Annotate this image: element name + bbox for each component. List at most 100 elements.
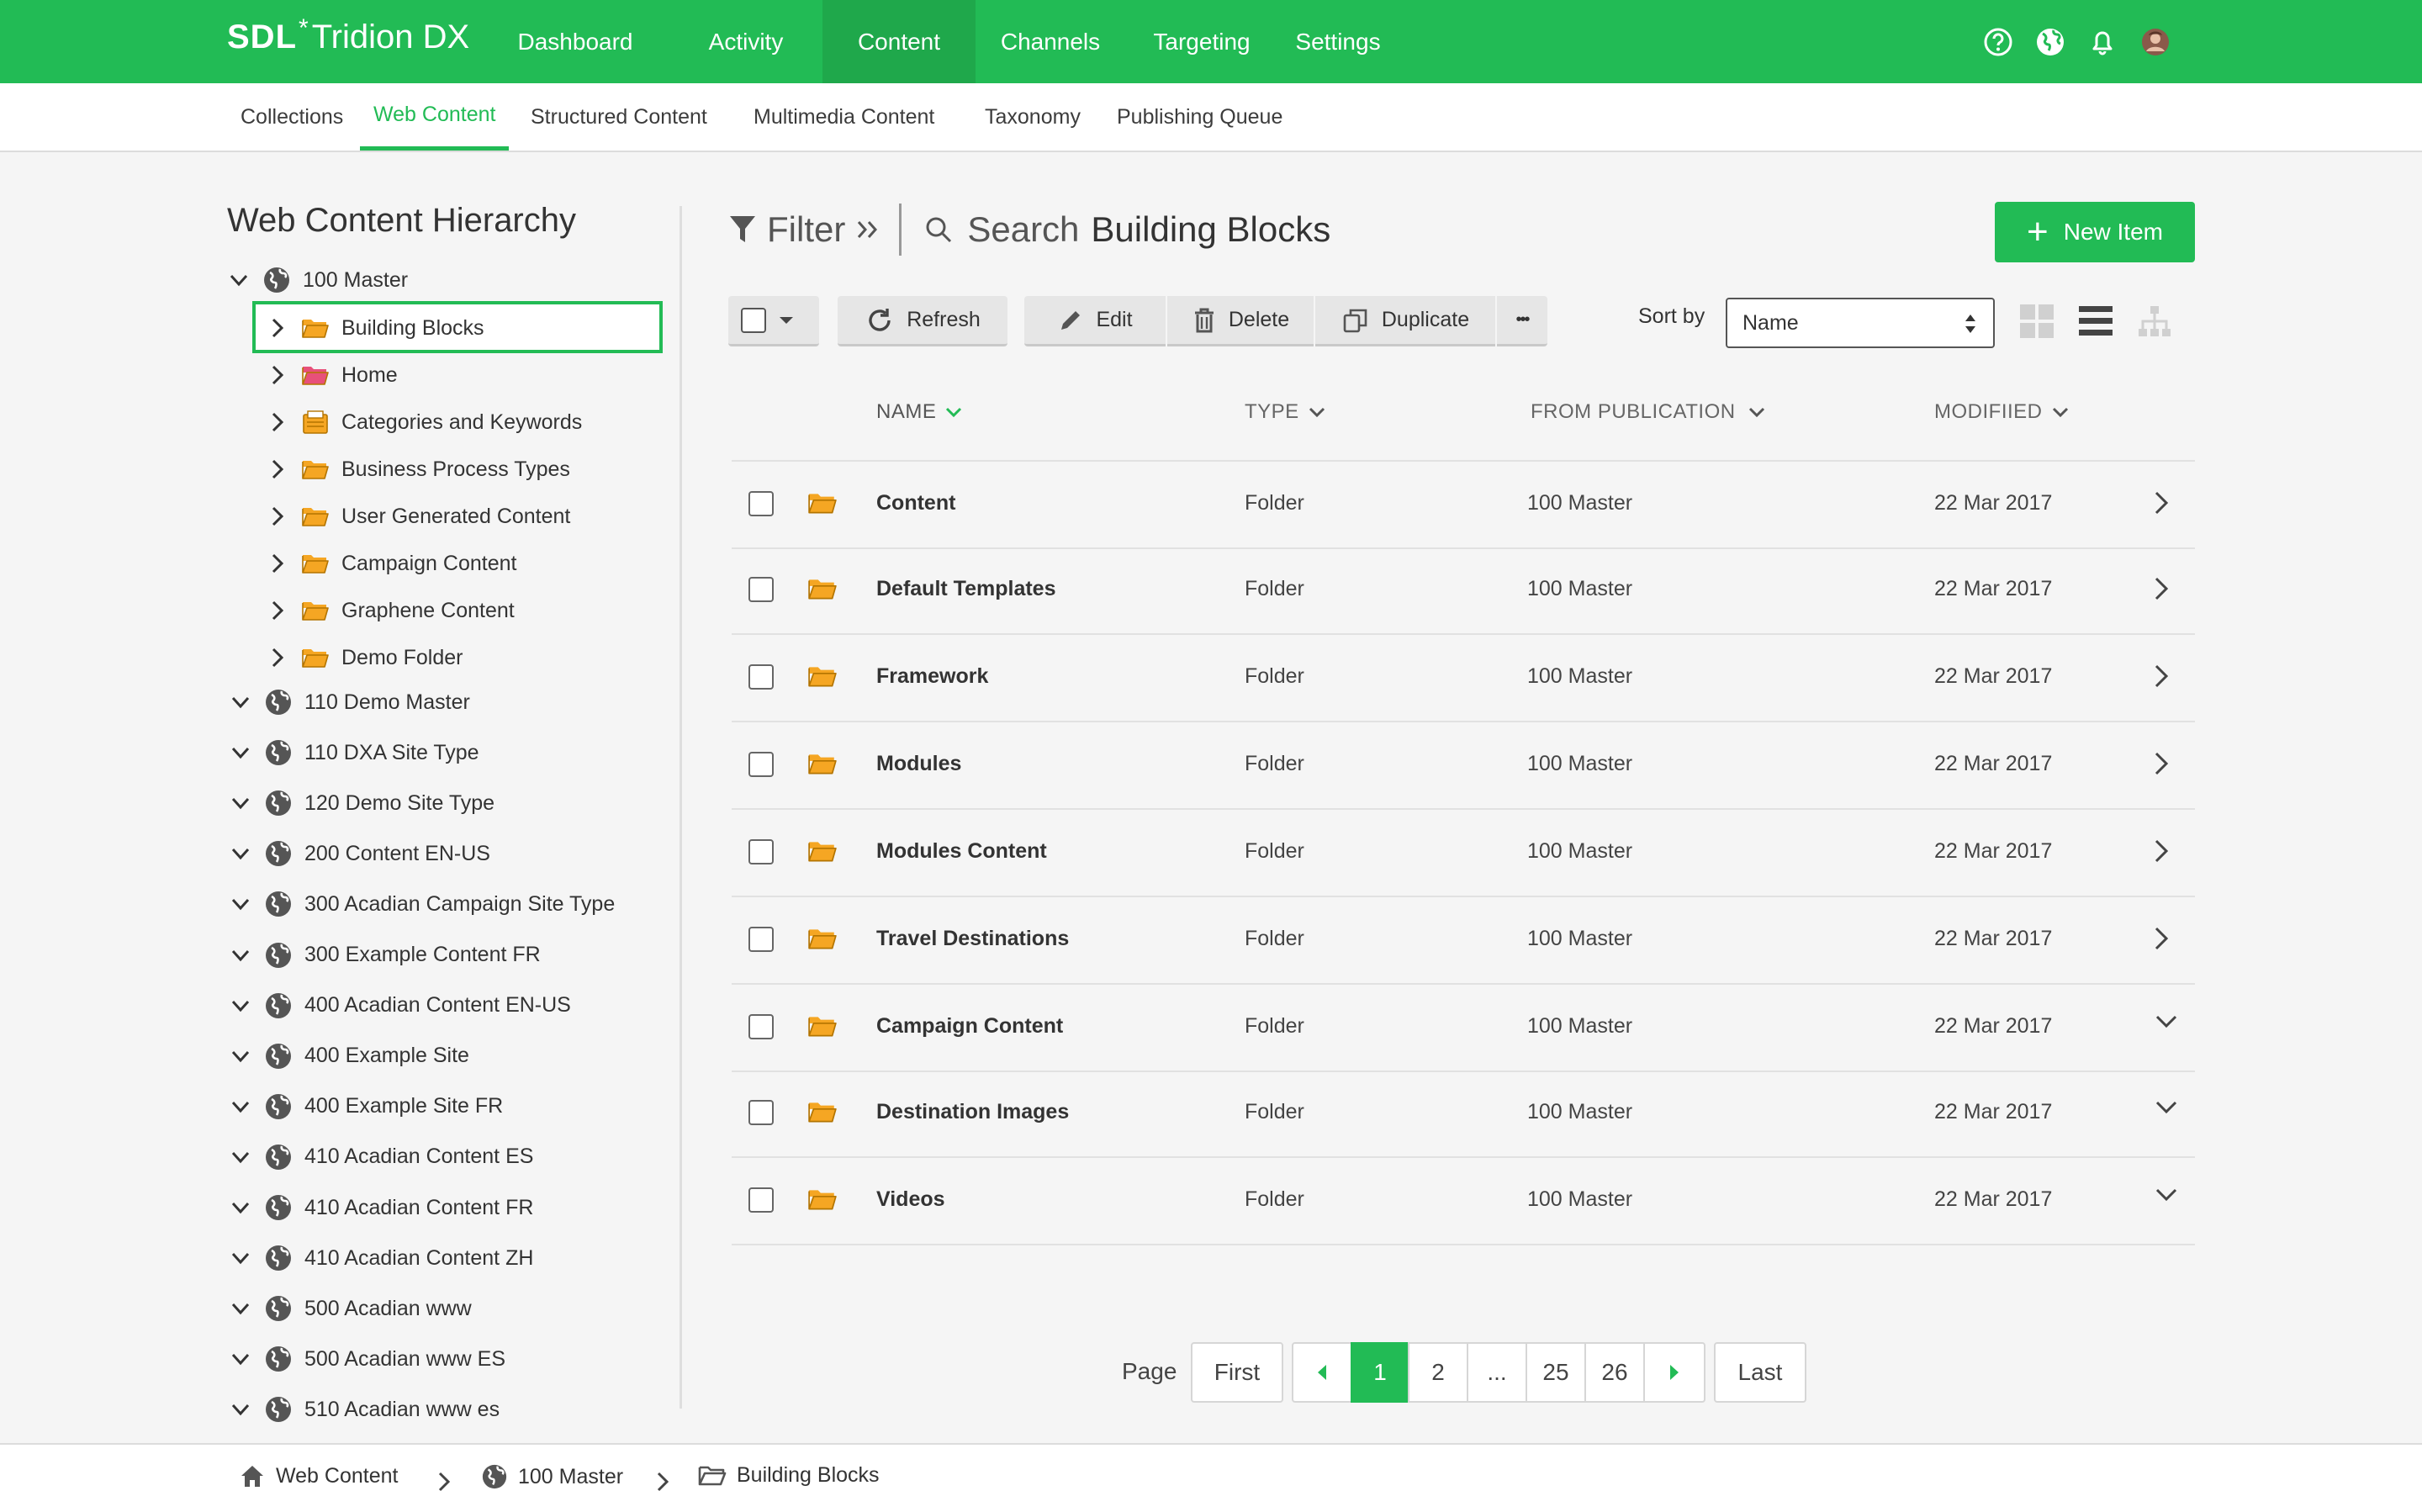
- pagination-next[interactable]: [1643, 1342, 1705, 1403]
- row-name[interactable]: Campaign Content: [876, 1014, 1064, 1038]
- tree-item-publication[interactable]: 500 Acadian www: [229, 1288, 472, 1329]
- subnav-collections[interactable]: Collections: [241, 104, 344, 129]
- tree-item-publication[interactable]: 410 Acadian Content ES: [229, 1137, 533, 1177]
- new-item-button[interactable]: + New Item: [1995, 202, 2195, 262]
- chevron-right-icon[interactable]: [266, 646, 289, 669]
- search-label[interactable]: Search: [967, 209, 1080, 249]
- chevron-down-icon[interactable]: [229, 690, 252, 714]
- column-header-name[interactable]: NAME: [876, 400, 963, 424]
- chevron-down-icon[interactable]: [229, 1196, 252, 1219]
- chevron-right-icon[interactable]: [266, 505, 289, 528]
- chevron-right-icon[interactable]: [266, 410, 289, 434]
- row-name[interactable]: Content: [876, 491, 956, 515]
- search-icon[interactable]: [923, 214, 954, 245]
- bell-icon[interactable]: [2086, 25, 2119, 59]
- chevron-right-icon[interactable]: [2148, 489, 2175, 516]
- select-all-dropdown[interactable]: [728, 296, 819, 346]
- chevron-down-icon[interactable]: [227, 268, 251, 292]
- tree-item-publication[interactable]: 500 Acadian www ES: [229, 1339, 505, 1379]
- chevron-right-icon[interactable]: [2148, 750, 2175, 777]
- table-row[interactable]: Campaign Content Folder 100 Master 22 Mar 2…: [732, 984, 2195, 1071]
- table-row[interactable]: Videos Folder 100 Master 22 Mar 2017: [732, 1157, 2195, 1245]
- chevron-right-icon[interactable]: [266, 599, 289, 622]
- chevron-right-icon[interactable]: [2148, 663, 2175, 690]
- globe-icon[interactable]: [2033, 25, 2067, 59]
- row-checkbox[interactable]: [748, 752, 774, 777]
- tree-item-business-process-types[interactable]: Business Process Types: [266, 449, 570, 489]
- pagination-first[interactable]: First: [1191, 1342, 1283, 1403]
- chevron-down-icon[interactable]: [229, 892, 252, 916]
- breadcrumb-100-master[interactable]: 100 Master: [481, 1463, 623, 1490]
- sort-select[interactable]: Name: [1726, 298, 1995, 348]
- subnav-multimedia-content[interactable]: Multimedia Content: [754, 104, 935, 129]
- chevron-right-icon[interactable]: [2148, 925, 2175, 952]
- tree-item-100-master[interactable]: 100 Master: [227, 260, 408, 300]
- double-chevron-right-icon[interactable]: [855, 217, 880, 242]
- column-header-type[interactable]: TYPE: [1245, 400, 1326, 424]
- refresh-button[interactable]: Refresh: [838, 296, 1007, 346]
- nav-content[interactable]: Content: [822, 0, 976, 83]
- row-checkbox[interactable]: [748, 1100, 774, 1125]
- row-name[interactable]: Modules: [876, 752, 962, 775]
- subnav-structured-content[interactable]: Structured Content: [531, 104, 707, 129]
- nav-settings[interactable]: Settings: [1295, 28, 1381, 55]
- select-all-checkbox[interactable]: [741, 307, 766, 333]
- row-name[interactable]: Modules Content: [876, 839, 1047, 863]
- tree-item-graphene-content[interactable]: Graphene Content: [266, 590, 515, 631]
- chevron-right-icon[interactable]: [266, 316, 289, 340]
- pagination-page-25[interactable]: 25: [1526, 1342, 1586, 1403]
- chevron-down-icon[interactable]: [2153, 1182, 2180, 1209]
- avatar[interactable]: [2139, 25, 2172, 59]
- column-header-modified[interactable]: MODIFIIED: [1934, 400, 2070, 424]
- brand-logo[interactable]: SDL * Tridion DX: [227, 14, 469, 66]
- tree-item-building-blocks[interactable]: Building Blocks: [266, 308, 484, 348]
- filter-icon[interactable]: [728, 214, 757, 246]
- table-row[interactable]: Framework Folder 100 Master 22 Mar 2017: [732, 634, 2195, 722]
- table-row[interactable]: Modules Folder 100 Master 22 Mar 2017: [732, 722, 2195, 809]
- chevron-down-icon[interactable]: [229, 994, 252, 1018]
- table-row[interactable]: Travel Destinations Folder 100 Master 22 Ma…: [732, 896, 2195, 984]
- row-name[interactable]: Default Templates: [876, 577, 1056, 600]
- subnav-taxonomy[interactable]: Taxonomy: [985, 104, 1081, 129]
- chevron-down-icon[interactable]: [229, 1297, 252, 1320]
- table-row[interactable]: Modules Content Folder 100 Master 22 Mar 20…: [732, 809, 2195, 896]
- row-checkbox[interactable]: [748, 664, 774, 690]
- subnav-web-content[interactable]: Web Content: [360, 83, 510, 151]
- row-checkbox[interactable]: [748, 1187, 774, 1213]
- delete-button[interactable]: Delete: [1167, 296, 1314, 346]
- pagination-page-26[interactable]: 26: [1584, 1342, 1645, 1403]
- nav-activity[interactable]: Activity: [708, 28, 784, 55]
- chevron-down-icon[interactable]: [229, 1347, 252, 1371]
- nav-targeting[interactable]: Targeting: [1153, 28, 1251, 55]
- chevron-right-icon[interactable]: [266, 457, 289, 481]
- tree-item-publication[interactable]: 410 Acadian Content ZH: [229, 1238, 533, 1278]
- column-header-from-publication[interactable]: FROM PUBLICATION: [1531, 400, 1766, 424]
- chevron-down-icon[interactable]: [229, 842, 252, 865]
- list-view-icon[interactable]: [2077, 303, 2114, 340]
- row-name[interactable]: Framework: [876, 664, 989, 688]
- row-name[interactable]: Travel Destinations: [876, 927, 1070, 950]
- breadcrumb-web-content[interactable]: Web Content: [239, 1463, 398, 1488]
- tree-item-publication[interactable]: 200 Content EN-US: [229, 833, 490, 874]
- tree-item-publication[interactable]: 300 Acadian Campaign Site Type: [229, 884, 615, 924]
- pagination-page-1[interactable]: 1: [1351, 1342, 1409, 1403]
- chevron-right-icon[interactable]: [266, 552, 289, 575]
- chevron-down-icon[interactable]: [229, 741, 252, 764]
- tree-item-publication[interactable]: 400 Acadian Content EN-US: [229, 986, 571, 1026]
- chevron-down-icon[interactable]: [229, 1145, 252, 1169]
- table-row[interactable]: Destination Images Folder 100 Master 22 Mar…: [732, 1070, 2195, 1157]
- row-checkbox[interactable]: [748, 1014, 774, 1039]
- chevron-down-icon[interactable]: [2153, 1009, 2180, 1036]
- subnav-publishing-queue[interactable]: Publishing Queue: [1117, 104, 1283, 129]
- tree-item-publication[interactable]: 410 Acadian Content FR: [229, 1187, 533, 1228]
- tree-item-publication[interactable]: 110 DXA Site Type: [229, 732, 479, 773]
- chevron-right-icon[interactable]: [2148, 575, 2175, 602]
- filter-label[interactable]: Filter: [767, 209, 846, 249]
- nav-dashboard[interactable]: Dashboard: [517, 28, 633, 55]
- tree-item-publication[interactable]: 400 Example Site FR: [229, 1086, 503, 1127]
- tree-item-user-generated-content[interactable]: User Generated Content: [266, 496, 570, 537]
- chevron-down-icon[interactable]: [229, 1095, 252, 1118]
- pagination-last[interactable]: Last: [1714, 1342, 1806, 1403]
- chevron-right-icon[interactable]: [2148, 838, 2175, 864]
- nav-channels[interactable]: Channels: [1000, 28, 1101, 55]
